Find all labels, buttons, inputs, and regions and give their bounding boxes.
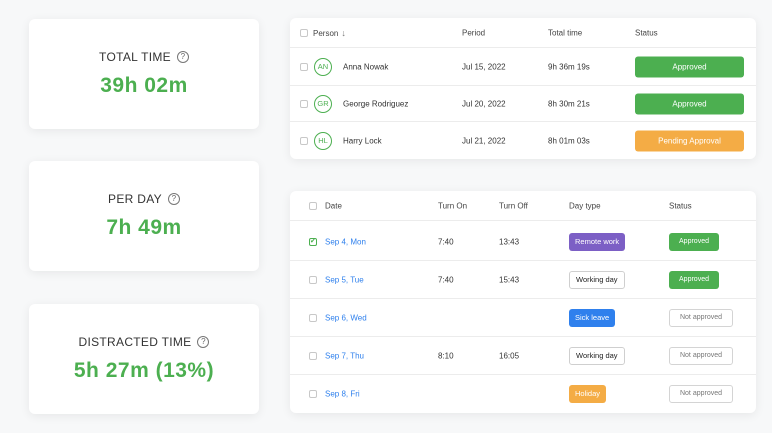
table-row[interactable]: Sep 4, Mon 7:40 13:43 Remote work Approved [290, 223, 756, 261]
table-row[interactable]: Sep 8, Fri Holiday Not approved [290, 375, 756, 413]
turn-on-value: 7:40 [438, 237, 454, 246]
date-link[interactable]: Sep 4, Mon [325, 237, 366, 246]
turn-on-value: 7:40 [438, 275, 454, 284]
row-checkbox[interactable] [300, 136, 308, 145]
period-value: Jul 21, 2022 [462, 136, 506, 145]
table-header: Date Turn On Turn Off Day type Status [290, 191, 756, 221]
turn-off-value: 15:43 [499, 275, 520, 284]
table-row[interactable]: AN Anna Nowak Jul 15, 2022 9h 36m 19s Approv… [290, 48, 756, 86]
table-row[interactable]: Sep 5, Tue 7:40 15:43 Working day Approved [290, 261, 756, 299]
row-checkbox[interactable] [309, 237, 317, 246]
row-checkbox[interactable] [309, 390, 317, 398]
timesheet-approval-table: Person ↓ Period Total time Status AN Anna … [290, 18, 756, 159]
person-name: George Rodriguez [343, 99, 409, 108]
turn-off-value: 16:05 [499, 351, 520, 360]
row-checkbox[interactable] [300, 99, 308, 108]
status-badge[interactable]: Approved [635, 93, 744, 114]
avatar: HL [314, 131, 332, 150]
table-row[interactable]: Sep 6, Wed Sick leave Not approved [290, 299, 756, 337]
avatar: AN [314, 57, 332, 76]
stat-card-distracted-time: DISTRACTED TIME ? 5h 27m (13%) [29, 304, 259, 414]
column-status[interactable]: Status [669, 201, 692, 210]
status-badge[interactable]: Approved [635, 56, 744, 77]
row-checkbox[interactable] [309, 351, 317, 360]
status-badge[interactable]: Not approved [669, 385, 733, 403]
period-value: Jul 20, 2022 [462, 99, 506, 108]
select-all-checkbox[interactable] [309, 201, 317, 210]
date-link[interactable]: Sep 7, Thu [325, 351, 364, 360]
date-link[interactable]: Sep 8, Fri [325, 389, 360, 399]
help-icon[interactable]: ? [197, 336, 210, 348]
stat-value: 39h 02m [100, 74, 188, 97]
stat-card-total-time: TOTAL TIME ? 39h 02m [29, 19, 259, 129]
person-name: Anna Nowak [343, 62, 389, 71]
column-total-time[interactable]: Total time [548, 28, 583, 37]
stat-label-row: DISTRACTED TIME ? [79, 335, 210, 349]
sort-down-icon[interactable]: ↓ [341, 27, 346, 38]
stat-label-row: TOTAL TIME ? [99, 50, 189, 64]
status-badge[interactable]: Pending Approval [635, 130, 744, 151]
row-checkbox[interactable] [309, 313, 317, 322]
status-badge[interactable]: Approved [669, 270, 719, 289]
date-link[interactable]: Sep 5, Tue [325, 275, 364, 284]
table-row[interactable]: Sep 7, Thu 8:10 16:05 Working day Not approv… [290, 337, 756, 375]
stat-label: DISTRACTED TIME [78, 335, 192, 349]
select-all-checkbox[interactable] [300, 28, 308, 37]
day-type-tag[interactable]: Sick leave [569, 308, 616, 327]
column-person[interactable]: Person ↓ [313, 28, 346, 38]
column-date[interactable]: Date [325, 201, 342, 210]
total-time-value: 9h 36m 19s [548, 62, 590, 71]
turn-on-value: 8:10 [438, 351, 454, 360]
column-day-type[interactable]: Day type [569, 201, 601, 210]
status-badge[interactable]: Not approved [669, 308, 733, 327]
help-icon[interactable]: ? [176, 51, 189, 63]
total-time-value: 8h 30m 21s [548, 99, 590, 108]
date-link[interactable]: Sep 6, Wed [325, 313, 367, 322]
avatar: GR [314, 94, 332, 113]
daily-attendance-table: Date Turn On Turn Off Day type Status Se… [290, 191, 756, 413]
help-icon[interactable]: ? [167, 193, 180, 205]
stat-card-per-day: PER DAY ? 7h 49m [29, 161, 259, 271]
stat-label-row: PER DAY ? [108, 192, 180, 206]
column-period[interactable]: Period [462, 28, 486, 37]
column-turn-off[interactable]: Turn Off [499, 201, 528, 210]
day-type-tag[interactable]: Working day [569, 346, 625, 365]
day-type-tag[interactable]: Remote work [569, 232, 626, 251]
stat-value: 5h 27m (13%) [73, 359, 215, 382]
table-header: Person ↓ Period Total time Status [290, 18, 756, 48]
person-name: Harry Lock [343, 136, 382, 145]
day-type-tag[interactable]: Working day [569, 270, 625, 289]
stat-label: TOTAL TIME [99, 50, 171, 64]
table-row[interactable]: GR George Rodriguez Jul 20, 2022 8h 30m 21s… [290, 86, 756, 122]
row-checkbox[interactable] [309, 275, 317, 284]
stat-value: 7h 49m [106, 216, 182, 239]
stat-label: PER DAY [108, 192, 162, 206]
status-badge[interactable]: Not approved [669, 346, 733, 365]
column-turn-on[interactable]: Turn On [438, 201, 468, 210]
row-checkbox[interactable] [300, 62, 308, 71]
day-type-tag[interactable]: Holiday [569, 385, 607, 403]
period-value: Jul 15, 2022 [462, 62, 506, 71]
column-person-label: Person [313, 28, 339, 38]
table-row[interactable]: HL Harry Lock Jul 21, 2022 8h 01m 03s Pendin… [290, 122, 756, 159]
status-badge[interactable]: Approved [669, 232, 719, 251]
turn-off-value: 13:43 [499, 237, 520, 246]
column-status[interactable]: Status [635, 28, 658, 37]
total-time-value: 8h 01m 03s [548, 136, 590, 145]
